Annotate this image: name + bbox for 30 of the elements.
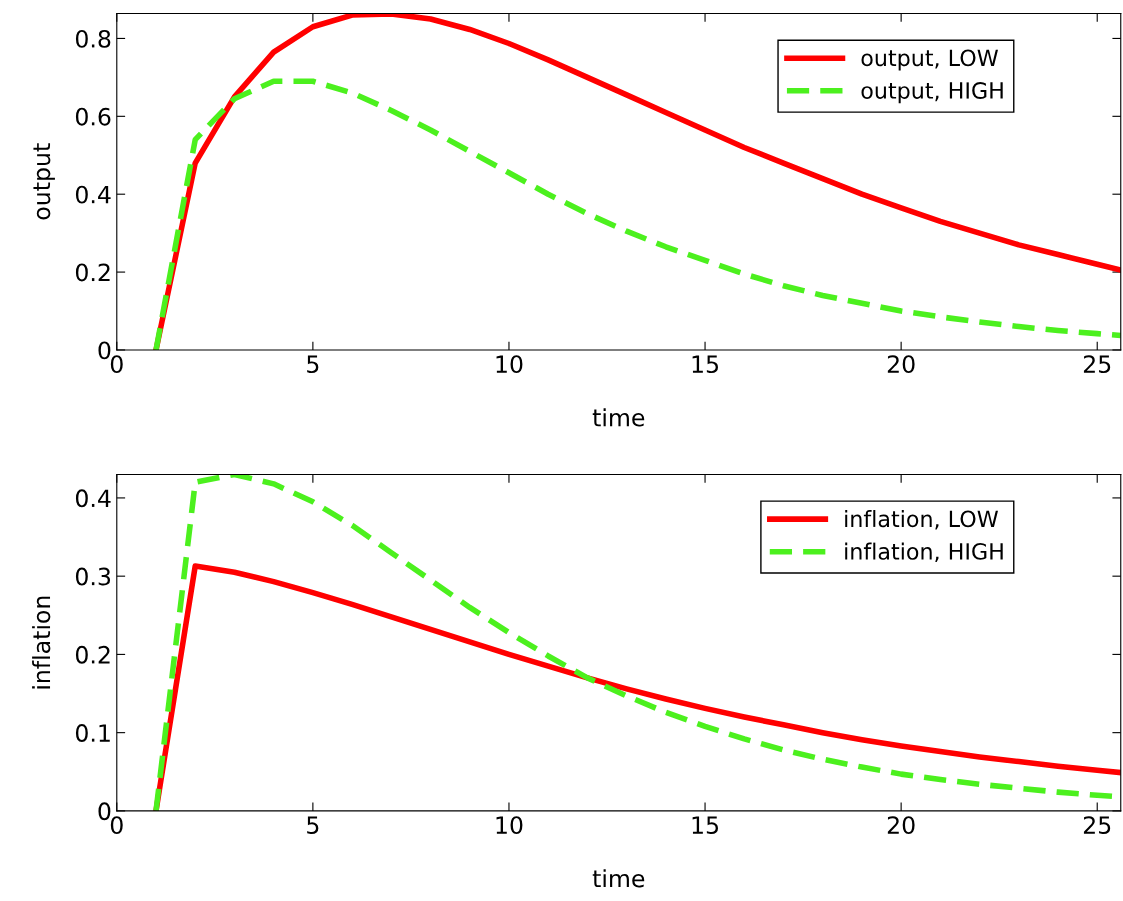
x-tick-label: 25 bbox=[1083, 816, 1111, 835]
legend-label: output, LOW bbox=[861, 49, 998, 71]
y-tick-label: 0.2 bbox=[75, 263, 110, 282]
x-tick-label: 20 bbox=[887, 816, 915, 835]
y-tick-label: 0.6 bbox=[75, 107, 111, 126]
legend-label: output, HIGH bbox=[861, 82, 1003, 104]
y-tick-label: 0.4 bbox=[75, 185, 111, 204]
x-axis-title: time bbox=[592, 869, 645, 888]
x-tick-label: 0 bbox=[110, 355, 123, 374]
y-axis-title: output bbox=[33, 143, 55, 220]
x-tick-label: 10 bbox=[496, 355, 523, 374]
x-tick-label: 15 bbox=[692, 816, 719, 835]
y-tick-label: 0.1 bbox=[75, 724, 110, 742]
x-tick-label: 5 bbox=[307, 816, 319, 835]
legend-label: inflation, HIGH bbox=[845, 542, 1003, 563]
y-tick-label: 0.3 bbox=[75, 567, 111, 586]
x-tick-label: 20 bbox=[887, 355, 915, 374]
legend-label: inflation, LOW bbox=[845, 510, 998, 530]
x-tick-label: 10 bbox=[496, 816, 523, 835]
x-tick-label: 5 bbox=[307, 355, 319, 374]
y-tick-label: 0.8 bbox=[75, 29, 111, 48]
x-tick-label: 25 bbox=[1083, 355, 1111, 374]
y-tick-label: 0.4 bbox=[75, 489, 111, 508]
y-axis-title: inflation bbox=[32, 596, 51, 689]
y-tick-label: 0 bbox=[98, 341, 111, 360]
x-tick-label: 0 bbox=[110, 816, 123, 835]
x-tick-label: 15 bbox=[692, 355, 719, 374]
y-tick-label: 0.2 bbox=[75, 645, 110, 664]
x-axis-title: time bbox=[592, 408, 645, 427]
y-tick-label: 0 bbox=[98, 802, 111, 821]
